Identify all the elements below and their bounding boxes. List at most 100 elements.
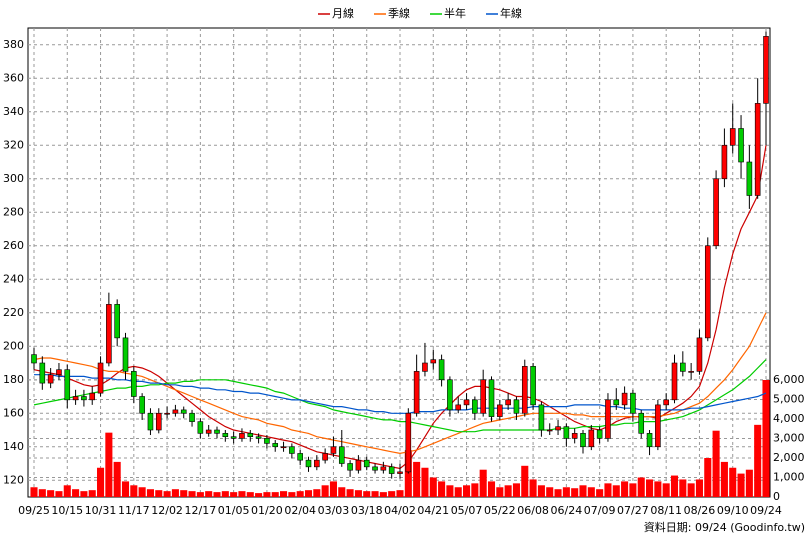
candle-body xyxy=(397,471,403,474)
candle-body xyxy=(472,399,478,414)
volume-tick-label: 4,000 xyxy=(773,412,805,425)
candle-body xyxy=(630,392,636,414)
candle-body xyxy=(264,438,270,444)
volume-bar xyxy=(180,490,188,497)
legend-label: 季線 xyxy=(388,6,410,20)
volume-bar xyxy=(537,485,545,497)
volume-bar xyxy=(30,487,38,497)
volume-bar xyxy=(704,458,712,497)
volume-bar xyxy=(196,492,204,497)
volume-bar xyxy=(97,467,105,497)
candle-body xyxy=(704,245,711,339)
candle-body xyxy=(605,399,611,439)
footer: 資料日期: 09/24 (Goodinfo.tw) xyxy=(644,520,805,534)
volume-bar xyxy=(363,491,371,497)
x-tick-label: 06/08 xyxy=(517,504,549,517)
volume-bar xyxy=(255,493,263,497)
volume-bar xyxy=(421,467,429,497)
volume-bar xyxy=(762,380,770,497)
volume-bar xyxy=(471,483,479,497)
candle-body xyxy=(580,433,586,448)
candle-body xyxy=(463,399,470,406)
candle-body xyxy=(297,453,303,461)
legend-label: 月線 xyxy=(332,6,354,20)
x-tick-label: 08/26 xyxy=(684,504,716,517)
volume-tick-label: 0 xyxy=(773,490,780,503)
volume-bar xyxy=(163,491,171,497)
volume-bar xyxy=(288,492,296,497)
volume-bar xyxy=(88,490,96,497)
candle-body xyxy=(613,399,620,406)
volume-bar xyxy=(554,489,562,497)
legend-label: 年線 xyxy=(500,6,522,20)
candle-body xyxy=(546,429,553,432)
candle-body xyxy=(330,446,337,454)
volume-bar xyxy=(321,485,329,497)
volume-bar xyxy=(754,424,762,497)
volume-bar xyxy=(745,469,753,497)
candle-body xyxy=(114,304,120,339)
y-tick-label: 300 xyxy=(3,172,24,185)
candle-body xyxy=(56,369,62,376)
candle-body xyxy=(106,304,112,364)
volume-tick-label: 6,000 xyxy=(773,373,805,386)
x-tick-label: 04/21 xyxy=(417,504,449,517)
candle-body xyxy=(205,429,212,434)
candle-body xyxy=(721,144,728,180)
candle-body xyxy=(713,178,719,247)
y-tick-label: 160 xyxy=(3,406,24,419)
volume-bar xyxy=(230,492,238,497)
candle-body xyxy=(131,371,137,397)
candle-body xyxy=(172,409,179,414)
y-tick-label: 220 xyxy=(3,306,24,319)
volume-bar xyxy=(571,488,579,497)
volume-bar xyxy=(496,487,504,497)
candle-body xyxy=(763,36,769,104)
volume-bar xyxy=(720,461,728,497)
candle-body xyxy=(696,337,703,372)
volume-bar xyxy=(404,450,412,497)
candle-body xyxy=(322,453,328,461)
volume-bar xyxy=(637,477,645,497)
candle-body xyxy=(272,443,279,448)
volume-bar xyxy=(38,489,46,497)
volume-bar xyxy=(313,489,321,497)
candle-body xyxy=(338,446,345,464)
volume-bar xyxy=(463,485,471,497)
candle-body xyxy=(447,379,453,411)
candle-body xyxy=(164,412,170,415)
volume-bar xyxy=(679,479,687,497)
y-tick-label: 380 xyxy=(3,38,24,51)
x-tick-label: 12/02 xyxy=(151,504,183,517)
candle-body xyxy=(555,426,561,431)
volume-bar xyxy=(737,473,745,497)
legend-label: 半年 xyxy=(444,6,466,20)
volume-bar xyxy=(105,432,113,497)
candle-body xyxy=(571,433,578,439)
volume-bar xyxy=(63,485,71,497)
candle-body xyxy=(563,426,570,439)
volume-bar xyxy=(280,491,288,497)
volume-bar xyxy=(479,469,487,497)
candle-body xyxy=(588,429,595,448)
x-tick-label: 05/22 xyxy=(484,504,516,517)
volume-bar xyxy=(504,485,512,497)
x-tick-label: 01/20 xyxy=(251,504,283,517)
volume-bar xyxy=(512,483,520,497)
volume-bar xyxy=(413,461,421,497)
volume-bar xyxy=(429,477,437,497)
volume-bar xyxy=(446,485,454,497)
candle-body xyxy=(197,421,204,434)
x-tick-label: 03/03 xyxy=(318,504,350,517)
x-tick-label: 09/24 xyxy=(750,504,782,517)
volume-bar xyxy=(354,490,362,497)
candle-body xyxy=(655,404,661,448)
volume-bar xyxy=(271,492,279,497)
volume-bar xyxy=(712,430,720,497)
candle-body xyxy=(530,366,536,406)
volume-bar xyxy=(371,491,379,497)
y-tick-label: 280 xyxy=(3,205,24,218)
candle-body xyxy=(521,366,528,414)
volume-bar xyxy=(454,487,462,497)
